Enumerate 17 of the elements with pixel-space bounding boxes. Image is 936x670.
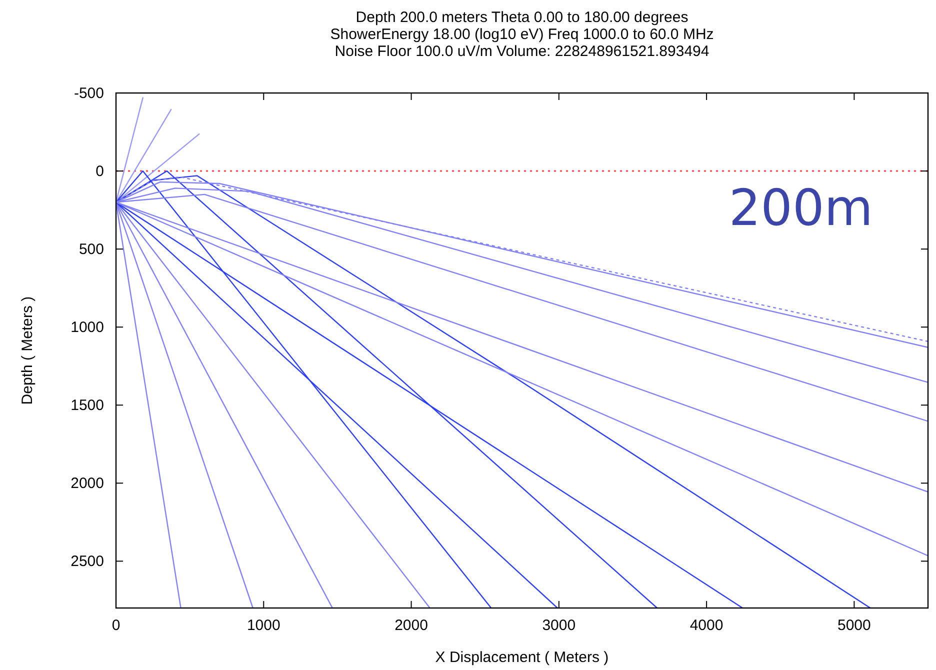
x-tick-label: 1000 bbox=[246, 617, 280, 634]
chart-title: Depth 200.0 meters Theta 0.00 to 180.00 degrees ShowerEnergy 18.00 (log10 eV) Freq 1000.0 to 60.0 MHz Noise Floor 100.0 uV/m Volume: 228248961521.893494 bbox=[330, 9, 714, 60]
annotation: 200m bbox=[728, 179, 873, 237]
x-tick-label: 3000 bbox=[542, 617, 576, 634]
y-tick-label: 2500 bbox=[70, 553, 104, 570]
y-tick-label: 1000 bbox=[70, 319, 104, 336]
y-tick-label: 500 bbox=[78, 241, 104, 258]
x-tick-label: 5000 bbox=[837, 617, 871, 634]
y-tick-label: 1500 bbox=[70, 397, 104, 414]
y-axis-title: Depth ( Meters ) bbox=[19, 296, 36, 405]
x-axis-title: X Displacement ( Meters ) bbox=[435, 649, 609, 666]
y-tick-label: 2000 bbox=[70, 475, 104, 492]
y-tick-label: 0 bbox=[96, 163, 104, 180]
x-tick-label: 0 bbox=[112, 617, 120, 634]
x-tick-label: 2000 bbox=[394, 617, 428, 634]
x-tick-label: 4000 bbox=[690, 617, 724, 634]
y-tick-label: -500 bbox=[74, 85, 104, 102]
